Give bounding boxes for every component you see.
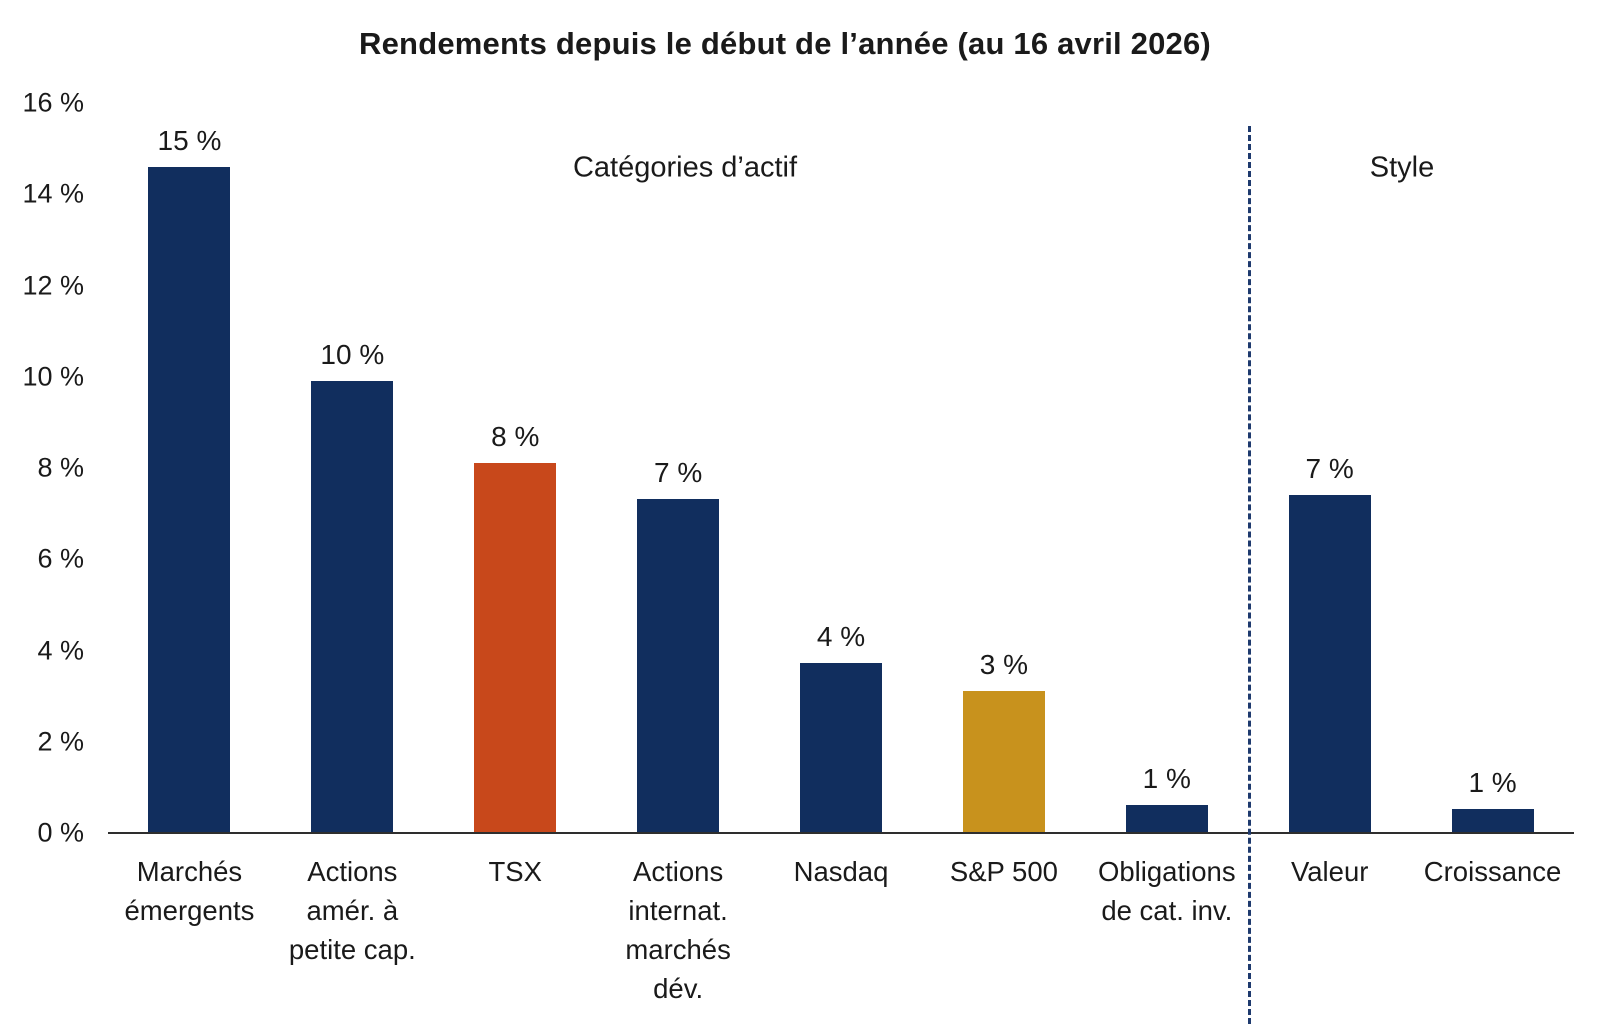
x-axis-category-label: Actions amér. à petite cap. xyxy=(288,856,416,965)
y-tick-label: 2 % xyxy=(37,726,84,757)
bar-1 xyxy=(311,380,394,832)
bar-3 xyxy=(637,499,720,832)
section-header-style: Style xyxy=(1369,151,1435,184)
x-axis-category-label: Marchés émergents xyxy=(124,856,255,926)
bar-value-label: 15 % xyxy=(157,124,222,156)
x-axis-category-label: Obligations de cat. inv. xyxy=(1097,856,1236,926)
bar-5 xyxy=(962,690,1045,832)
bar-slot: 15 % xyxy=(108,103,271,832)
category-style-separator-line xyxy=(1248,126,1251,1024)
bar-6 xyxy=(1125,804,1208,832)
x-axis-category-label: Valeur xyxy=(1290,856,1369,887)
y-tick-label: 14 % xyxy=(22,178,84,209)
bar-value-label: 10 % xyxy=(320,338,385,370)
bar-slot: 7 % xyxy=(1248,103,1411,832)
bar-value-label: 7 % xyxy=(653,457,703,489)
x-axis-labels: Marchés émergents Actions amér. à petite … xyxy=(108,852,1574,1008)
y-tick-label: 0 % xyxy=(37,817,84,848)
bar-value-label: 1 % xyxy=(1468,767,1517,799)
plot-area: 15 % 10 % 8 % 7 % 4 % 3 % 1 % 7 % 1 % xyxy=(108,103,1574,834)
bar-value-label: 1 % xyxy=(1142,762,1191,794)
y-tick-label: 6 % xyxy=(37,543,84,574)
y-tick-label: 12 % xyxy=(22,270,84,300)
bar-value-label: 8 % xyxy=(491,420,540,452)
x-axis-category-label: Croissance xyxy=(1423,856,1562,887)
bar-2 xyxy=(474,462,557,832)
bar-value-label: 7 % xyxy=(1305,452,1354,484)
y-tick-label: 8 % xyxy=(37,452,84,483)
bar-7 xyxy=(1288,494,1371,832)
y-axis: 16 % 14 % 12 % 10 % 8 % 6 % 4 % 2 % 0 % xyxy=(0,88,84,848)
x-axis-category-label: Actions internat. marchés dév. xyxy=(625,856,731,1004)
bar-value-label: 4 % xyxy=(816,621,866,653)
y-tick-label: 4 % xyxy=(37,635,84,665)
y-tick-label: 16 % xyxy=(22,87,84,118)
x-axis-category-label: S&P 500 xyxy=(949,856,1058,887)
bar-8 xyxy=(1451,809,1534,832)
bar-slot: 10 % xyxy=(271,103,434,832)
bar-0 xyxy=(148,166,231,832)
bar-slot: 4 % xyxy=(760,103,923,832)
bar-slot: 1 % xyxy=(1411,103,1574,832)
section-header-asset-categories: Catégories d’actif xyxy=(572,151,798,184)
bar-value-label: 3 % xyxy=(979,648,1029,680)
chart-title: Rendements depuis le début de l’année (a… xyxy=(359,26,1211,61)
bar-slot: 3 % xyxy=(922,103,1085,832)
x-axis-category-label: TSX xyxy=(488,856,542,887)
bar-slot: 1 % xyxy=(1085,103,1248,832)
x-axis-category-label: Nasdaq xyxy=(793,856,889,887)
y-tick-label: 10 % xyxy=(22,361,84,392)
bar-slot: 8 % xyxy=(434,103,597,832)
bar-slot: 7 % xyxy=(597,103,760,832)
bar-4 xyxy=(800,663,882,832)
